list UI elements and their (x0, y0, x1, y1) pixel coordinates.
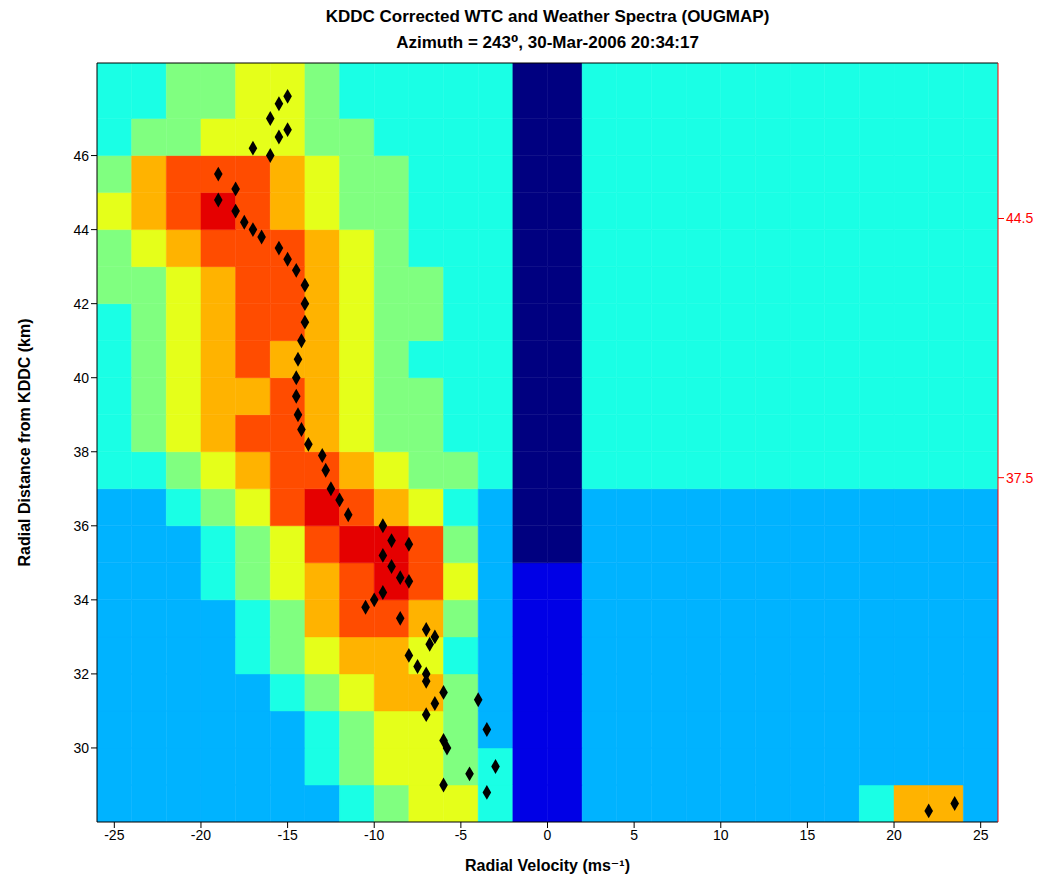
svg-text:36: 36 (73, 518, 89, 534)
svg-text:Radial Velocity (ms⁻¹): Radial Velocity (ms⁻¹) (465, 857, 630, 874)
svg-text:34: 34 (73, 592, 89, 608)
svg-text:44.5: 44.5 (1006, 210, 1033, 226)
svg-text:30: 30 (73, 740, 89, 756)
html-text:Azimuth = 243⁰, 30-Mar-2006 20: Azimuth = 243⁰, 30-Mar-2006 20:34:17 (396, 33, 699, 52)
svg-text:-10: -10 (364, 827, 384, 843)
svg-text:37.5: 37.5 (1006, 470, 1033, 486)
svg-text:-5: -5 (455, 827, 468, 843)
svg-text:10: 10 (713, 827, 729, 843)
svg-text:Radial Distance from KDDC (km): Radial Distance from KDDC (km) (16, 318, 33, 566)
svg-text:38: 38 (73, 444, 89, 460)
svg-text:32: 32 (73, 666, 89, 682)
svg-text:-25: -25 (104, 827, 124, 843)
svg-text:42: 42 (73, 296, 89, 312)
svg-text:0: 0 (544, 827, 552, 843)
svg-text:-20: -20 (191, 827, 211, 843)
svg-text:20: 20 (886, 827, 902, 843)
svg-text:25: 25 (973, 827, 989, 843)
svg-text:15: 15 (800, 827, 816, 843)
html-text:KDDC Corrected WTC and Weather: KDDC Corrected WTC and Weather Spectra (… (325, 7, 770, 26)
svg-text:-15: -15 (277, 827, 297, 843)
svg-text:46: 46 (73, 148, 89, 164)
svg-text:5: 5 (630, 827, 638, 843)
svg-text:40: 40 (73, 370, 89, 386)
svg-text:44: 44 (73, 222, 89, 238)
